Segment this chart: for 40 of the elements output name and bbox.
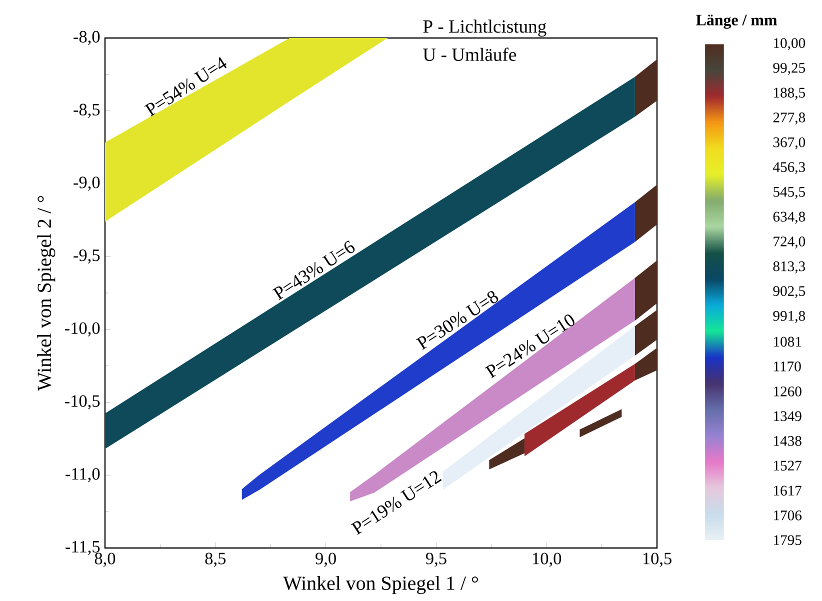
- color-bar-label: 634,8: [773, 212, 806, 224]
- color-bar-label: 1349: [774, 411, 802, 422]
- color-bar-label: 10,00: [774, 38, 806, 50]
- color-bar-label: 99,25: [773, 62, 806, 75]
- color-bar-label: 724,0: [774, 236, 806, 249]
- x-tick-label: 10,0: [533, 552, 562, 567]
- x-tick-label: 8,0: [94, 552, 116, 567]
- y-tick-label: -10,5: [64, 395, 100, 410]
- color-bar-label: 367,0: [773, 137, 806, 150]
- x-tick-label: 10,5: [643, 552, 672, 567]
- color-bar-label: 1617: [774, 486, 802, 496]
- color-bar-label: 1706: [774, 510, 802, 520]
- annotation: U - Umläufe: [423, 48, 516, 61]
- color-bar-label: 1170: [774, 362, 801, 372]
- y-axis-title: Winkel von Spiegel 2 / °: [37, 196, 56, 391]
- color-bar-label: 1081: [774, 336, 802, 347]
- color-bar-label: 188,5: [774, 88, 806, 100]
- x-axis-title: Winkel von Spiegel 1 / °: [283, 576, 478, 594]
- color-bar-label: 1260: [774, 386, 802, 396]
- color-bar-label: 1795: [774, 535, 802, 546]
- x-tick-label: 8,5: [205, 552, 226, 567]
- y-tick-label: -8,0: [74, 30, 100, 46]
- y-tick-label: -11,5: [66, 540, 100, 556]
- color-bar-label: 813,3: [773, 261, 806, 274]
- x-tick-label: 9,0: [316, 552, 336, 567]
- color-bar-label: 1527: [774, 460, 802, 471]
- color-bar-label: 456,3: [773, 162, 806, 174]
- color-bar-label: 545,5: [774, 187, 806, 199]
- y-tick-label: -9,5: [74, 250, 100, 264]
- y-tick-label: -10,0: [64, 322, 100, 337]
- x-tick-label: 9,5: [426, 552, 446, 567]
- color-bar-label: 277,8: [773, 112, 806, 125]
- y-tick-label: -8,5: [74, 104, 100, 118]
- text: P - Lichtlcistung: [423, 20, 546, 37]
- y-tick-label: -9,0: [74, 176, 100, 191]
- y-tick-label: -11,0: [66, 468, 100, 482]
- color-bar-label: 991,8: [773, 310, 806, 323]
- color-bar-label: 1438: [774, 436, 802, 446]
- color-bar-title: Länge / mm: [696, 14, 777, 29]
- color-bar-label: 902,5: [773, 286, 806, 298]
